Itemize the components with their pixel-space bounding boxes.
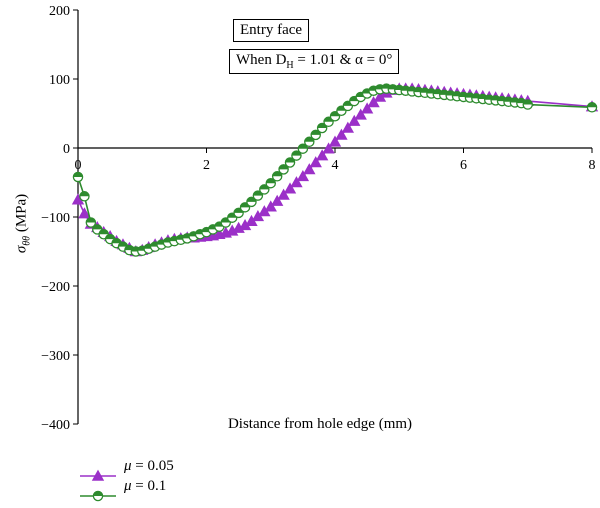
series-1-point-70 xyxy=(522,99,534,110)
series-layer xyxy=(71,82,599,257)
legend-label-mu-01: μ = 0.1 xyxy=(124,478,166,495)
x-tick-label-4: 8 xyxy=(589,158,596,173)
series-1-point-4-half xyxy=(99,229,109,235)
series-1-point-30-half xyxy=(266,178,276,184)
series-1-point-31-half xyxy=(272,171,282,177)
legend-label-mu-01-suffix: = 0.1 xyxy=(131,478,167,494)
series-1-point-3-half xyxy=(92,224,102,230)
series-0-point-39 xyxy=(322,142,335,154)
legend-marker-0 xyxy=(91,469,105,481)
series-1-point-71-half xyxy=(587,102,597,108)
annotation-condition-sub: H xyxy=(286,60,294,71)
series-0-point-45 xyxy=(360,102,374,114)
series-1-point-32-half xyxy=(279,164,289,170)
y-tick-label-6: −400 xyxy=(41,418,70,433)
series-1-point-70-half xyxy=(523,99,533,105)
series-0-point-33 xyxy=(283,182,297,194)
y-axis-label: σθθ (MPa) xyxy=(14,189,33,259)
series-1-point-1-half xyxy=(79,191,90,197)
series-1-point-32 xyxy=(278,164,289,175)
series-1-point-28 xyxy=(252,190,264,201)
series-1-point-0 xyxy=(72,171,84,183)
series-0-point-44 xyxy=(354,108,367,120)
series-1 xyxy=(72,83,598,257)
series-0-point-30 xyxy=(264,200,277,212)
annotation-entry-face-text: Entry face xyxy=(240,22,303,38)
series-1-point-36-half xyxy=(304,137,314,142)
x-tick-label-0: 0 xyxy=(75,158,82,173)
annotation-entry-face: Entry face xyxy=(233,19,310,42)
series-1-point-29 xyxy=(259,184,270,195)
x-tick-label-3: 6 xyxy=(460,158,467,173)
annotation-condition: When DH = 1.01 & α = 0° xyxy=(229,49,400,74)
series-1-point-30 xyxy=(265,177,276,189)
series-1-point-7-half xyxy=(118,242,128,247)
series-0-point-40 xyxy=(328,135,342,147)
y-tick-label-2: 0 xyxy=(63,142,70,157)
series-0-point-1 xyxy=(78,207,91,219)
series-0-point-32 xyxy=(277,188,290,200)
y-tick-label-1: 100 xyxy=(49,73,70,88)
series-1-point-2-half xyxy=(86,217,96,223)
legend-label-mu-005-symbol: μ xyxy=(124,458,132,474)
series-0-point-35 xyxy=(296,169,310,182)
ticks: 200 100 0 −100 −200 −300 −400 0 2 4 6 8 xyxy=(41,4,595,433)
legend-label-mu-005: μ = 0.05 xyxy=(124,458,174,475)
y-tick-label-5: −300 xyxy=(41,349,70,364)
series-1-point-36 xyxy=(304,136,315,148)
series-1-point-0-half xyxy=(73,172,83,177)
series-1-point-6-half xyxy=(111,238,122,244)
series-0-point-37 xyxy=(309,156,322,168)
series-0-point-36 xyxy=(303,163,316,175)
y-tick-label-3: −100 xyxy=(41,211,70,226)
series-1-point-35-half xyxy=(298,144,308,149)
series-1-point-71 xyxy=(586,102,598,113)
series-1-point-33-half xyxy=(285,157,295,163)
series-0-point-42 xyxy=(341,121,355,133)
series-1-point-1 xyxy=(79,191,90,202)
x-axis-label: Distance from hole edge (mm) xyxy=(227,416,413,432)
legend-marks xyxy=(80,469,116,502)
annotation-condition-prefix: When D xyxy=(236,52,287,68)
y-tick-label-0: 200 xyxy=(49,4,70,19)
series-1-point-34-half xyxy=(291,151,302,156)
series-0-point-34 xyxy=(290,176,303,188)
y-tick-label-4: −200 xyxy=(41,280,70,295)
series-1-point-37-half xyxy=(311,130,321,135)
series-1-point-2 xyxy=(85,217,97,228)
series-1-point-33 xyxy=(284,157,296,168)
y-axis-label-symbol: σ xyxy=(13,245,30,254)
series-0-point-38 xyxy=(315,149,329,161)
series-0-point-31 xyxy=(270,194,284,206)
legend-label-mu-005-suffix: = 0.05 xyxy=(131,458,174,474)
series-0-point-41 xyxy=(335,128,348,140)
series-0-point-46 xyxy=(367,96,380,108)
series-1-point-5-half xyxy=(105,234,115,240)
annotation-condition-suffix: = 1.01 & α = 0° xyxy=(293,52,393,68)
series-1-point-35 xyxy=(297,143,309,154)
legend-label-mu-01-symbol: μ xyxy=(124,478,132,494)
legend-marker-1 xyxy=(92,490,104,502)
series-1-point-34 xyxy=(291,150,302,161)
y-axis-label-unit: (MPa) xyxy=(13,193,30,233)
series-0-point-43 xyxy=(348,114,361,126)
x-tick-label-1: 2 xyxy=(203,158,210,173)
legend-marker-1-half xyxy=(93,491,103,496)
series-1-point-37 xyxy=(310,129,321,141)
series-1-point-31 xyxy=(271,171,283,182)
y-axis-label-sub: θθ xyxy=(21,235,33,246)
x-tick-label-2: 4 xyxy=(332,158,339,173)
